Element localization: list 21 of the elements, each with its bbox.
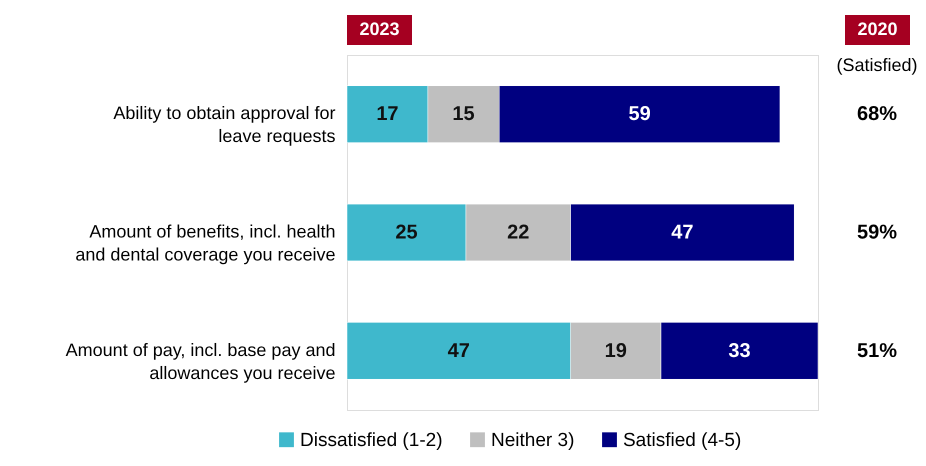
text: (Satisfied) — [836, 55, 918, 75]
text: 68% — [856, 103, 898, 126]
y-tick-label: Amount of benefits, incl. health and dental coverage you receive — [75, 222, 336, 264]
data-label: 15 — [452, 103, 475, 126]
data-label: 47 — [671, 222, 694, 244]
text: 59% — [856, 222, 898, 244]
data-label: 22 — [507, 222, 530, 244]
data-label: 25 — [395, 222, 418, 244]
legend-label: Neither 3) — [491, 430, 574, 451]
y-tick-label: Amount of pay, incl. base pay and allowances you receive — [66, 340, 336, 383]
data-label: 17 — [376, 103, 399, 126]
data-label: 47 — [448, 340, 470, 362]
data-label: 59 — [628, 103, 651, 126]
data-label: 19 — [604, 340, 627, 362]
legend-label: Dissatisfied (1-2) — [300, 430, 443, 451]
legend-label: Satisfied (4-5) — [623, 430, 742, 451]
text: 2023 — [359, 19, 400, 39]
text: 51% — [856, 340, 898, 362]
data-label: 33 — [728, 340, 751, 362]
y-tick-label: Ability to obtain approval for leave requests — [113, 103, 336, 146]
text: 2020 — [857, 19, 898, 39]
